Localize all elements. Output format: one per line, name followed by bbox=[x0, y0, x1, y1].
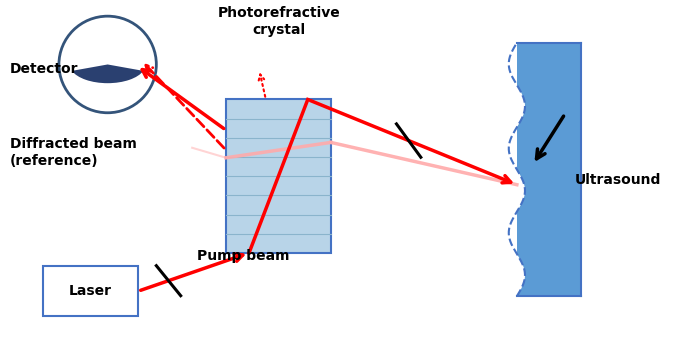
Text: Laser: Laser bbox=[69, 284, 113, 298]
Text: Ultrasound: Ultrasound bbox=[575, 173, 662, 186]
Text: Diffracted beam
(reference): Diffracted beam (reference) bbox=[10, 137, 136, 168]
Text: Detector: Detector bbox=[10, 62, 78, 77]
Text: Pump beam: Pump beam bbox=[196, 249, 289, 263]
Wedge shape bbox=[72, 64, 143, 83]
Polygon shape bbox=[509, 43, 525, 296]
Bar bbox=[517, 43, 581, 296]
Bar bbox=[44, 266, 138, 316]
Bar bbox=[226, 99, 331, 253]
Text: Photorefractive
crystal: Photorefractive crystal bbox=[218, 6, 340, 37]
Ellipse shape bbox=[59, 16, 156, 113]
